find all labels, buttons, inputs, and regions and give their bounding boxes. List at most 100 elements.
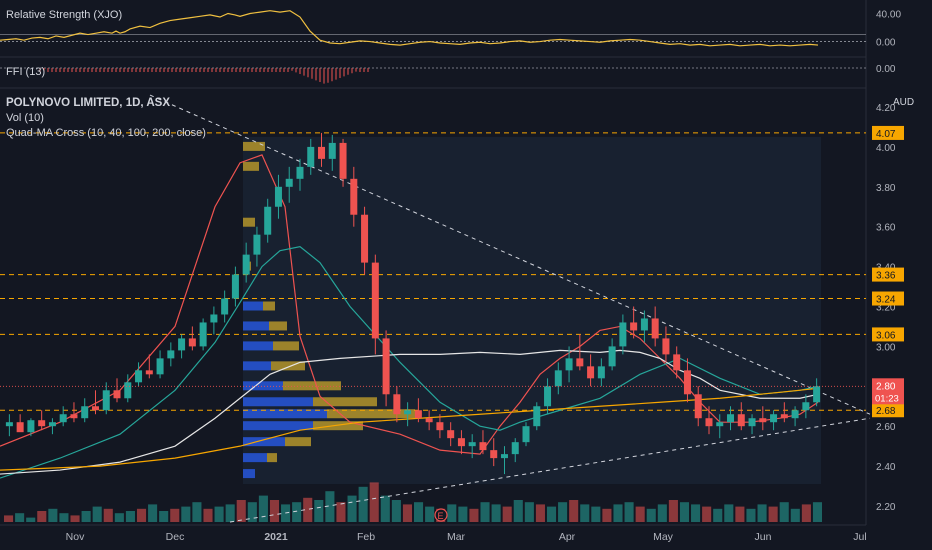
candle-body — [544, 386, 552, 407]
volume-bar — [735, 506, 745, 522]
candle-body — [124, 382, 132, 399]
volume-bar — [569, 500, 579, 522]
volume-bar — [513, 500, 523, 522]
price-axis: 4.204.003.803.603.403.203.002.802.602.40… — [872, 103, 904, 513]
candle-body — [210, 314, 218, 323]
time-tick-label: Jul — [853, 531, 866, 543]
volume-bar — [247, 502, 257, 522]
volume-bar — [414, 502, 424, 522]
volume-profile-down — [243, 161, 259, 171]
candle-body — [608, 346, 616, 367]
rsi-title: Relative Strength (XJO) — [6, 9, 122, 21]
candle-body — [490, 450, 498, 459]
moving-average-line — [0, 246, 819, 479]
candle-body — [328, 142, 336, 159]
volume-bar — [746, 508, 756, 522]
volume-bar — [801, 504, 811, 522]
volume-bar — [148, 504, 158, 522]
candle-body — [135, 370, 143, 383]
volume-profile-down — [283, 381, 341, 391]
volume-profile-down — [273, 341, 299, 351]
candle-body — [436, 422, 444, 431]
volume-bar — [236, 500, 246, 522]
symbol-title: POLYNOVO LIMITED, 1D, ASX — [6, 97, 170, 109]
volume-bar — [558, 502, 568, 522]
volume-bar — [602, 508, 612, 522]
candle-body — [705, 418, 713, 427]
time-tick-label: Dec — [166, 531, 185, 543]
volume-bar — [314, 500, 324, 522]
candle-body — [264, 206, 272, 235]
price-tick-label: 3.20 — [876, 303, 896, 314]
last-price-label: 2.80 — [876, 381, 896, 392]
time-tick-label: May — [653, 531, 674, 543]
volume-profile-up — [243, 437, 285, 447]
volume-bar — [92, 506, 102, 522]
volume-bar — [81, 511, 91, 522]
candle-body — [511, 442, 519, 455]
volume-bar — [292, 502, 302, 522]
volume-bar — [469, 508, 479, 522]
volume-bar — [713, 508, 723, 522]
volume-bar — [580, 504, 590, 522]
earnings-marker-letter: E — [438, 511, 444, 521]
time-tick-label: Jun — [755, 531, 772, 543]
volume-bar — [391, 500, 401, 522]
level-price-badge — [872, 125, 904, 140]
time-tick-label: Feb — [357, 531, 375, 543]
candle-body — [361, 214, 369, 263]
candle-body — [27, 420, 35, 433]
volume-bar — [757, 504, 767, 522]
volume-bar — [15, 513, 25, 522]
relative-strength-pane: 40.00 0.00 — [0, 10, 901, 49]
price-pane: E — [0, 94, 871, 523]
price-tick-label: 3.60 — [876, 223, 896, 234]
price-tick-label: 2.60 — [876, 422, 896, 433]
volume-bar — [790, 508, 800, 522]
volume-bar — [779, 502, 789, 522]
volume-bar — [303, 497, 313, 522]
volume-bar — [524, 502, 534, 522]
candle-body — [813, 386, 821, 403]
volume-bar — [624, 502, 634, 522]
candle-body — [791, 410, 799, 419]
candle-body — [694, 394, 702, 419]
volume-bar — [691, 504, 701, 522]
volume-bar — [26, 517, 36, 522]
volume-profile-up — [243, 381, 283, 391]
candle-body — [70, 414, 78, 419]
volume-bar — [369, 482, 379, 522]
candle-body — [48, 422, 56, 427]
candle-body — [393, 394, 401, 415]
volume-profile-down — [271, 361, 305, 371]
candle-body — [414, 410, 422, 419]
volume-bar — [347, 495, 357, 522]
candle-body — [554, 370, 562, 387]
candle-body — [662, 338, 670, 355]
candle-body — [231, 274, 239, 299]
candle-body — [145, 370, 153, 375]
candle-body — [221, 298, 229, 315]
volume-bar — [535, 504, 545, 522]
volume-bar — [502, 506, 512, 522]
level-price-label: 4.07 — [876, 129, 896, 140]
volume-profile-up — [243, 361, 271, 371]
level-price-label: 2.68 — [876, 406, 896, 417]
rsi-tick-label: 40.00 — [876, 10, 901, 21]
volume-bar — [591, 506, 601, 522]
price-tick-label: 4.00 — [876, 143, 896, 154]
time-tick-label: Nov — [66, 531, 85, 543]
volume-bar — [358, 486, 368, 522]
range-highlight — [243, 136, 821, 485]
volume-bar — [125, 511, 135, 522]
volume-bar — [425, 506, 435, 522]
time-tick-label: 2021 — [264, 531, 288, 543]
candle-body — [102, 390, 110, 411]
volume-bar — [812, 502, 822, 522]
volume-bar — [768, 506, 778, 522]
volume-bar — [269, 500, 280, 522]
level-price-badge — [872, 327, 904, 342]
candle-body — [619, 322, 627, 347]
candle-body — [576, 358, 584, 367]
candle-body — [683, 370, 691, 395]
